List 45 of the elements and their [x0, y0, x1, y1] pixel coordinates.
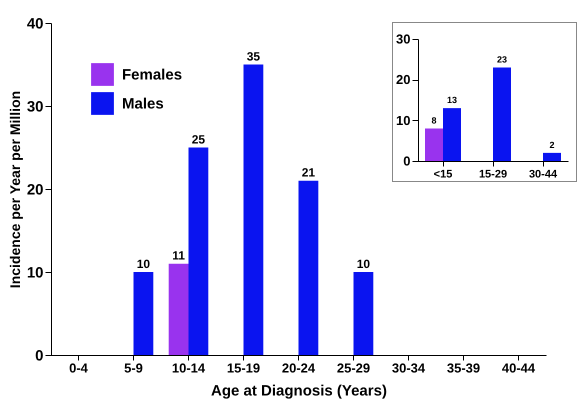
x-tick-label: 40-44	[502, 360, 536, 376]
x-tick-label: 30-34	[392, 360, 426, 376]
bar	[244, 64, 264, 355]
data-label: 35	[246, 50, 260, 64]
x-tick-label: 15-19	[226, 360, 260, 376]
y-tick-label: 10	[396, 112, 410, 128]
data-label: 25	[192, 132, 206, 146]
y-tick-label: 0	[403, 154, 410, 168]
data-label: 8	[431, 115, 437, 126]
legend-label: Females	[122, 66, 182, 84]
x-tick-label: <15	[434, 168, 452, 180]
data-label: 2	[549, 140, 555, 150]
x-tick-label: 20-24	[282, 360, 316, 376]
x-tick-label: 15-29	[478, 168, 508, 180]
data-label: 10	[356, 257, 370, 271]
x-axis-title: Age at Diagnosis (Years)	[211, 382, 387, 400]
x-tick-label: 0-4	[69, 360, 89, 376]
data-label: 10	[136, 257, 150, 271]
bar	[354, 272, 374, 355]
x-tick-label: 5-9	[124, 360, 143, 376]
x-tick-label: 35-39	[446, 360, 480, 376]
x-tick-label: 10-14	[172, 360, 206, 376]
data-label: 21	[302, 166, 316, 180]
bar	[425, 128, 443, 161]
data-label: 11	[172, 248, 186, 263]
y-tick-label: 30	[396, 32, 410, 46]
bar	[168, 264, 188, 355]
bar	[493, 67, 511, 161]
y-tick-label: 30	[26, 98, 44, 116]
data-label: 23	[496, 54, 508, 64]
y-tick-label: 40	[26, 16, 44, 32]
x-tick-label: 25-29	[336, 360, 370, 376]
x-tick-label: 30-44	[528, 168, 558, 180]
bar	[298, 180, 318, 355]
legend-label: Males	[122, 96, 164, 112]
bar	[188, 148, 208, 355]
bar	[543, 152, 561, 161]
bar	[134, 272, 154, 355]
bar	[443, 108, 461, 161]
data-label: 13	[446, 95, 458, 106]
y-tick-label: 20	[26, 182, 44, 198]
y-tick-label: 0	[35, 348, 44, 364]
y-axis-title: Incidence per Year per Million	[6, 90, 23, 288]
y-tick-label: 20	[396, 72, 410, 88]
y-tick-label: 10	[26, 264, 44, 282]
